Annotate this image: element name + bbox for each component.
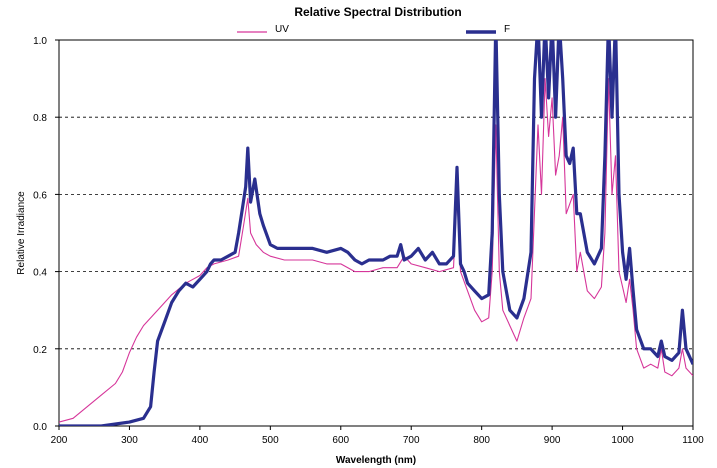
- legend-label-uv: UV: [275, 24, 289, 35]
- y-tick-labels: 0.0 0.2 0.4 0.6 0.8 1.0: [33, 36, 59, 433]
- x-tick-labels: 200 300 400 500 600 700 800 900 1000 1100: [51, 426, 704, 446]
- y-tick-label-2: 0.4: [33, 268, 47, 279]
- y-tick-label-4: 0.8: [33, 113, 47, 124]
- x-axis-label: Wavelength (nm): [336, 455, 416, 466]
- x-tick-label-9: 1100: [682, 435, 704, 446]
- y-tick-label-0: 0.0: [33, 422, 47, 433]
- x-tick-label-4: 600: [332, 435, 349, 446]
- x-tick-label-1: 300: [121, 435, 138, 446]
- chart-title: Relative Spectral Distribution: [294, 5, 461, 19]
- x-tick-label-0: 200: [51, 435, 68, 446]
- series-line-uv: [59, 78, 693, 423]
- gridlines: [59, 116, 693, 350]
- y-tick-label-3: 0.6: [33, 190, 47, 201]
- x-tick-label-5: 700: [403, 435, 420, 446]
- series-line-f: [59, 40, 693, 426]
- legend-label-f: F: [504, 24, 510, 35]
- x-tick-label-6: 800: [473, 435, 490, 446]
- series-group: [59, 40, 693, 426]
- x-tick-label-8: 1000: [611, 435, 634, 446]
- plot-area-border: [58, 39, 694, 427]
- y-axis-label: Relative Irradiance: [16, 191, 27, 275]
- x-tick-label-2: 400: [192, 435, 209, 446]
- x-tick-label-7: 900: [544, 435, 561, 446]
- y-tick-label-5: 1.0: [33, 36, 47, 47]
- x-tick-label-3: 500: [262, 435, 279, 446]
- legend: UV F: [237, 24, 510, 35]
- y-tick-label-1: 0.2: [33, 345, 47, 356]
